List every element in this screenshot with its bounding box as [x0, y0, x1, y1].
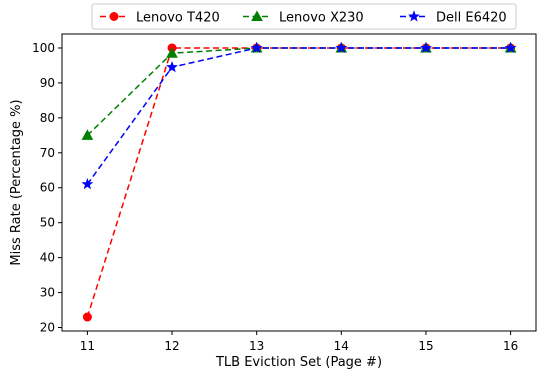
y-axis: 20 30 40 50 60 70 80 90 100: [32, 41, 62, 335]
legend-box: [91, 3, 517, 30]
x-tick-label: 14: [334, 339, 349, 353]
y-tick-label: 20: [40, 321, 55, 335]
series-line: [86, 47, 511, 318]
y-tick-label: 100: [32, 41, 55, 55]
data-point: [420, 41, 432, 54]
plot-area: 20 30 40 50 60 70 80 90 100 11 12 13 14 15 16: [32, 33, 537, 353]
legend-marker-swatch: [109, 12, 119, 21]
chart-legend: Lenovo T420 Lenovo X230 Dell E6420: [91, 3, 517, 30]
legend-entry: Dell E6420: [400, 10, 507, 26]
x-tick-label: 15: [418, 339, 433, 353]
legend-entry: Lenovo X230: [243, 10, 364, 26]
data-point: [250, 41, 263, 54]
data-point: [81, 178, 94, 190]
legend-marker-swatch: [408, 10, 420, 22]
legend-marker-swatch: [251, 10, 263, 21]
legend-entry: Lenovo T420: [100, 11, 220, 26]
data-point: [335, 41, 348, 54]
data-point: [81, 129, 94, 140]
data-point: [82, 312, 92, 322]
x-axis: 11 12 13 14 15 16: [80, 331, 518, 353]
data-point: [166, 47, 178, 58]
legend-label: Lenovo X230: [279, 11, 364, 26]
series-line: [86, 47, 511, 136]
plot-frame: [61, 33, 537, 332]
y-tick-label: 80: [40, 111, 55, 125]
legend-label: Lenovo T420: [136, 11, 220, 26]
x-tick-label: 12: [164, 339, 179, 353]
x-axis-title: TLB Eviction Set (Page #): [215, 355, 382, 370]
series-dell-e6420: [81, 41, 517, 190]
y-axis-title: Miss Rate (Percentage %): [9, 99, 24, 265]
data-point: [166, 60, 178, 73]
series-layer: [81, 41, 517, 322]
y-tick-label: 90: [40, 76, 55, 90]
y-tick-label: 40: [40, 251, 55, 265]
x-tick-label: 16: [503, 339, 518, 353]
series-lenovo-t420: [82, 43, 516, 322]
y-tick-label: 70: [40, 146, 55, 160]
legend-label: Dell E6420: [436, 11, 507, 26]
y-tick-label: 30: [40, 286, 55, 300]
y-tick-label: 60: [40, 181, 55, 195]
y-tick-label: 50: [40, 216, 55, 230]
x-tick-label: 13: [249, 339, 264, 353]
data-point: [504, 41, 517, 54]
x-tick-label: 11: [80, 339, 95, 353]
